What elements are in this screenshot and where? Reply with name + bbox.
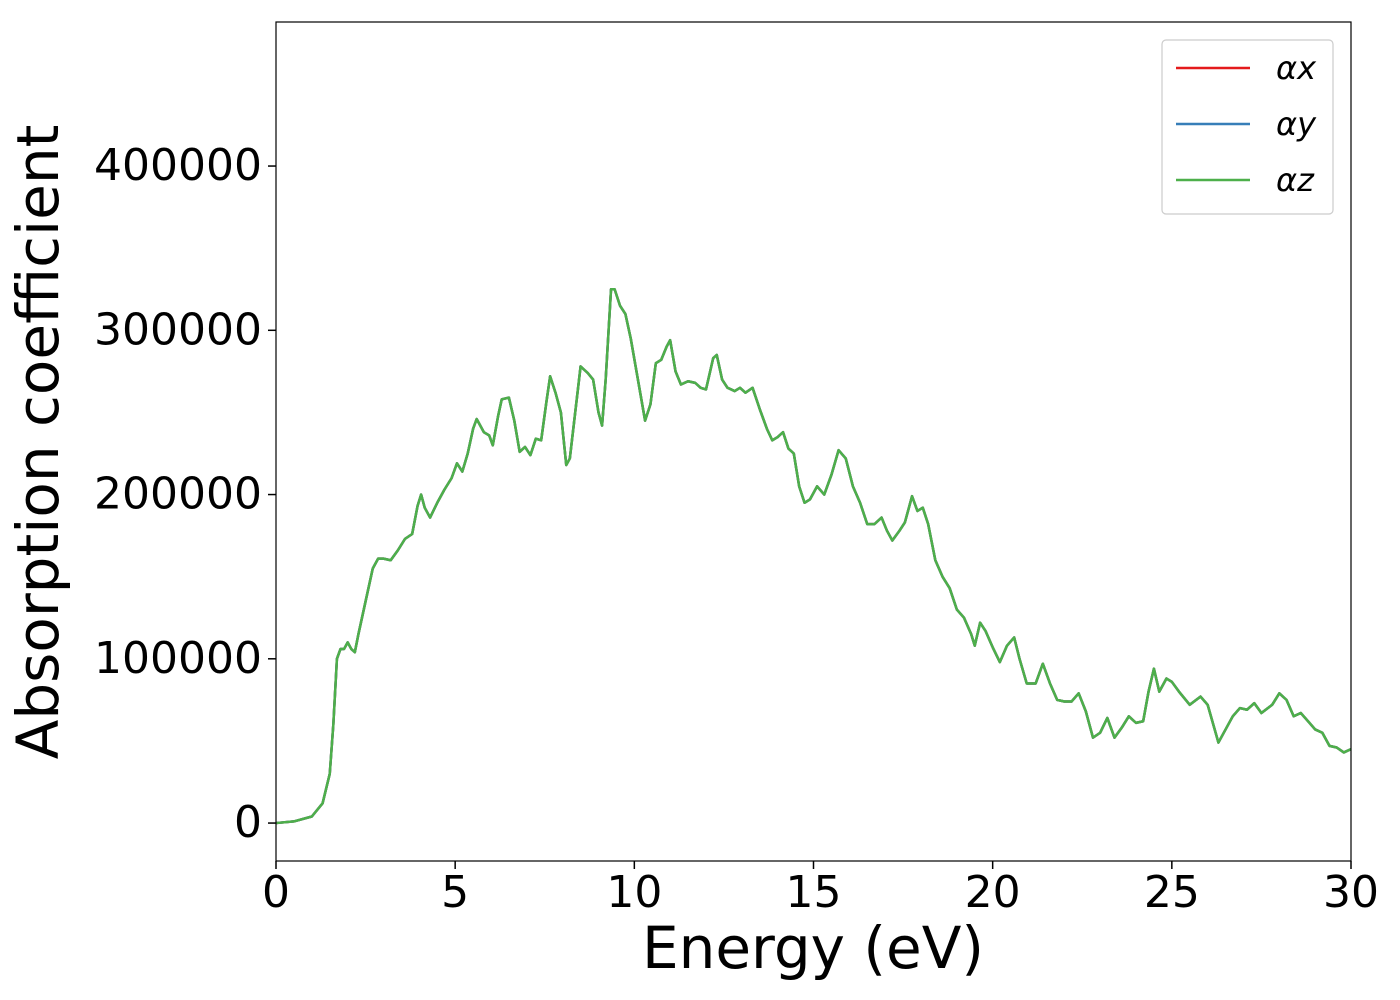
x-tick-label: 10 [606,867,662,918]
y-tick-label: 400000 [94,140,262,191]
legend-label: αx [1276,49,1317,87]
x-tick-label: 25 [1144,867,1200,918]
x-axis-label: Energy (eV) [642,914,984,982]
y-tick-label: 100000 [94,633,262,684]
plot-frame [275,21,1352,862]
x-tick-label: 30 [1323,867,1379,918]
x-tick-label: 5 [441,867,469,918]
legend-label: αz [1276,161,1315,199]
y-tick-label: 0 [234,797,262,848]
x-tick-label: 15 [786,867,842,918]
y-tick-label: 200000 [94,469,262,520]
legend-box [1161,39,1334,215]
x-tick-label: 20 [965,867,1021,918]
y-tick-label: 300000 [94,304,262,355]
y-axis-label: Absorption coefficient [4,125,72,760]
data-line [275,287,1352,825]
x-tick-label: 0 [262,867,290,918]
legend-label: αy [1276,105,1317,143]
